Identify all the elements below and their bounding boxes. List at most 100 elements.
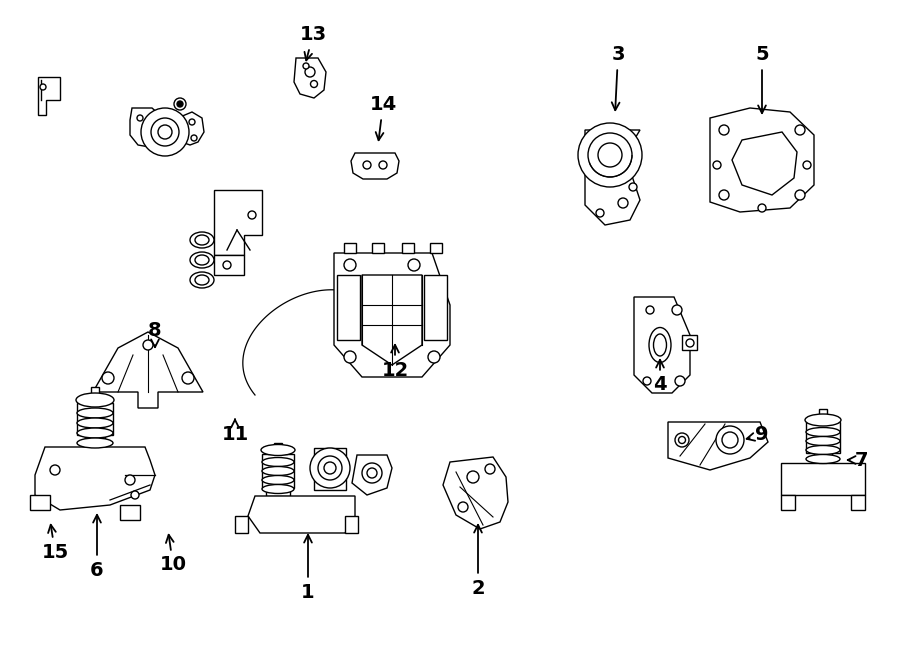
Polygon shape: [337, 275, 360, 340]
Ellipse shape: [806, 428, 840, 436]
Polygon shape: [214, 255, 244, 275]
Ellipse shape: [195, 275, 209, 285]
Circle shape: [223, 261, 231, 269]
Text: 2: 2: [472, 525, 485, 598]
Polygon shape: [235, 516, 248, 533]
Circle shape: [151, 118, 179, 146]
Ellipse shape: [805, 414, 841, 426]
Ellipse shape: [262, 485, 294, 493]
Polygon shape: [262, 454, 294, 488]
Circle shape: [428, 351, 440, 363]
Circle shape: [618, 198, 628, 208]
Polygon shape: [851, 495, 865, 510]
Polygon shape: [402, 243, 414, 253]
Circle shape: [131, 491, 139, 499]
Circle shape: [795, 190, 805, 200]
Circle shape: [719, 190, 729, 200]
Circle shape: [367, 468, 377, 478]
Polygon shape: [294, 58, 326, 98]
Polygon shape: [585, 130, 640, 225]
Circle shape: [102, 372, 114, 384]
Ellipse shape: [190, 232, 214, 248]
Polygon shape: [352, 455, 392, 495]
Ellipse shape: [262, 457, 294, 467]
Polygon shape: [443, 457, 508, 529]
Polygon shape: [85, 435, 105, 447]
Circle shape: [363, 161, 371, 169]
Circle shape: [722, 432, 738, 448]
Circle shape: [485, 464, 495, 474]
Ellipse shape: [190, 272, 214, 288]
Polygon shape: [362, 275, 422, 365]
Circle shape: [795, 125, 805, 135]
Text: 4: 4: [653, 359, 667, 395]
Polygon shape: [314, 448, 346, 490]
Polygon shape: [819, 409, 827, 421]
Polygon shape: [168, 112, 204, 145]
Ellipse shape: [77, 428, 113, 438]
Text: 1: 1: [302, 535, 315, 602]
Text: 15: 15: [41, 525, 68, 561]
Circle shape: [362, 463, 382, 483]
Circle shape: [182, 372, 194, 384]
Polygon shape: [424, 275, 447, 340]
Circle shape: [458, 502, 468, 512]
Polygon shape: [248, 496, 355, 533]
Circle shape: [143, 340, 153, 350]
Circle shape: [303, 63, 309, 69]
Circle shape: [125, 475, 135, 485]
Polygon shape: [345, 516, 358, 533]
Circle shape: [310, 448, 350, 488]
Circle shape: [467, 471, 479, 483]
Circle shape: [803, 161, 811, 169]
Circle shape: [189, 119, 195, 125]
Polygon shape: [344, 243, 356, 253]
Text: 11: 11: [221, 419, 248, 444]
Polygon shape: [732, 132, 797, 195]
Polygon shape: [351, 153, 399, 179]
Circle shape: [344, 351, 356, 363]
Circle shape: [758, 204, 766, 212]
Circle shape: [629, 183, 637, 191]
Polygon shape: [781, 463, 865, 495]
Circle shape: [578, 123, 642, 187]
Text: 13: 13: [300, 26, 327, 60]
Polygon shape: [35, 447, 155, 510]
Circle shape: [598, 143, 622, 167]
Ellipse shape: [77, 408, 113, 418]
Circle shape: [646, 306, 654, 314]
Ellipse shape: [262, 475, 294, 485]
Polygon shape: [214, 190, 262, 255]
Circle shape: [305, 67, 315, 77]
Text: 10: 10: [159, 535, 186, 575]
Ellipse shape: [77, 418, 113, 428]
Polygon shape: [710, 108, 814, 212]
Circle shape: [318, 456, 342, 480]
Circle shape: [158, 125, 172, 139]
Ellipse shape: [806, 436, 840, 446]
Circle shape: [686, 339, 694, 347]
Text: 9: 9: [747, 426, 769, 444]
Ellipse shape: [262, 467, 294, 475]
Polygon shape: [814, 453, 832, 463]
Circle shape: [596, 209, 604, 217]
Ellipse shape: [649, 328, 671, 363]
Text: 3: 3: [611, 46, 625, 110]
Ellipse shape: [195, 255, 209, 265]
Circle shape: [40, 84, 46, 90]
Polygon shape: [668, 422, 768, 470]
Polygon shape: [334, 253, 450, 377]
Circle shape: [713, 161, 721, 169]
Circle shape: [141, 108, 189, 156]
Ellipse shape: [653, 334, 667, 356]
Text: 12: 12: [382, 345, 409, 379]
Polygon shape: [130, 108, 168, 148]
Polygon shape: [781, 495, 795, 510]
Circle shape: [191, 135, 197, 141]
Circle shape: [719, 125, 729, 135]
Polygon shape: [77, 403, 113, 435]
Polygon shape: [266, 488, 290, 496]
Text: 6: 6: [90, 515, 104, 579]
Circle shape: [310, 81, 318, 87]
Polygon shape: [120, 505, 140, 520]
